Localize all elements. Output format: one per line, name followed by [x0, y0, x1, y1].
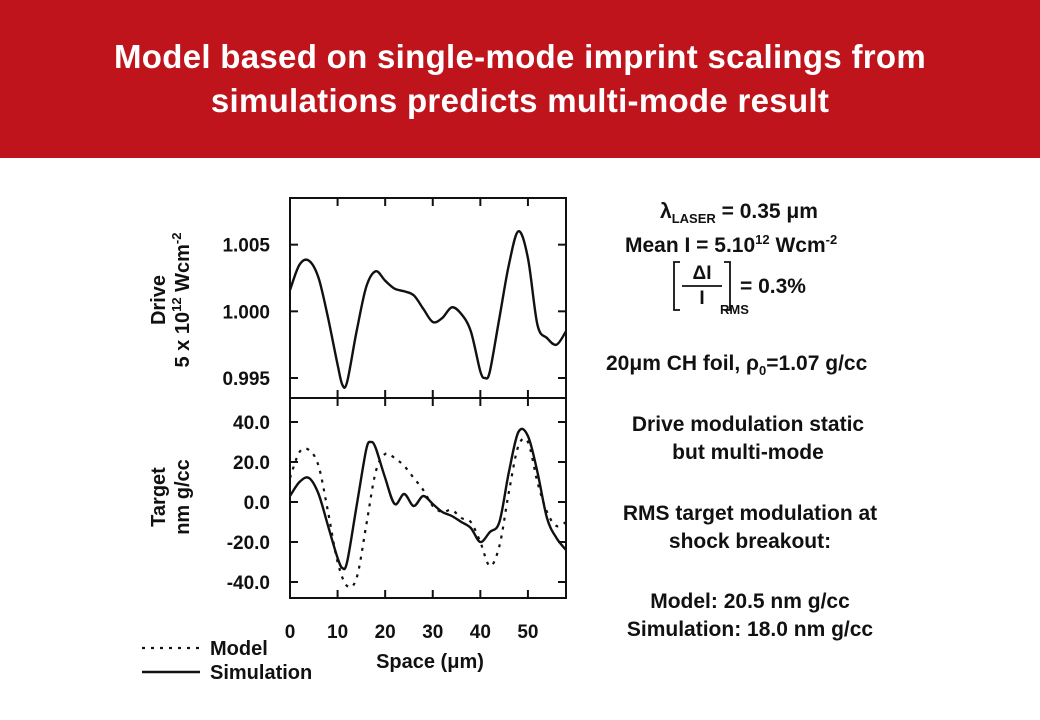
- bottom-panel-frame: [289, 397, 567, 599]
- top-ylabel-line-1: Drive: [148, 275, 170, 325]
- drive-modulation-line-1: Drive modulation static: [631, 413, 865, 436]
- rms-value: = 0.3%: [740, 275, 806, 298]
- xtick-label: 50: [517, 622, 538, 643]
- rms-target-line-1: RMS target modulation at: [622, 502, 878, 525]
- top-panel-ticks: [289, 198, 566, 398]
- bottom-ylabel-line-1: Target: [148, 467, 170, 527]
- fraction-subscript: RMS: [720, 302, 749, 317]
- xtick-label: 20: [375, 622, 396, 643]
- ytick-label: 1.000: [222, 302, 270, 323]
- xtick-label: 0: [285, 622, 296, 643]
- bottom-panel-ticks: [289, 398, 566, 598]
- series-line-simulation: [288, 427, 567, 571]
- model-result: Model: 20.5 nm g/cc: [650, 590, 850, 613]
- series-line-drive: [288, 230, 568, 389]
- title-banner: Model based on single-mode imprint scali…: [0, 0, 1040, 158]
- series-line-model: [288, 437, 567, 589]
- top-y-axis-label: Drive 5 x 1012 Wcm-2: [148, 233, 194, 368]
- laser-wavelength: λLASER = 0.35 μm: [660, 200, 818, 227]
- top-ylabel-line-2: 5 x 1012 Wcm-2: [169, 233, 194, 368]
- legend-model-label: Model: [210, 638, 268, 660]
- drive-modulation-line-2: but multi-mode: [672, 441, 824, 464]
- rms-target-line-2: shock breakout:: [668, 530, 832, 553]
- x-axis-label: Space (μm): [376, 651, 484, 673]
- simulation-result: Simulation: 18.0 nm g/cc: [626, 618, 874, 641]
- slide-title-line-2: simulations predicts multi-mode result: [210, 82, 830, 119]
- ytick-label: 0.0: [244, 493, 270, 514]
- legend-simulation-label: Simulation: [210, 662, 312, 684]
- bottom-y-axis-label: Target nm g/cc: [148, 459, 194, 535]
- fraction-brackets: [673, 261, 731, 311]
- ytick-label: 40.0: [233, 413, 270, 434]
- ytick-label: 20.0: [233, 453, 270, 474]
- slide-title-line-1: Model based on single-mode imprint scali…: [113, 38, 926, 75]
- foil-description: 20μm CH foil, ρ0=1.07 g/cc: [606, 352, 868, 379]
- ytick-label: -20.0: [227, 533, 270, 554]
- ytick-label: 0.995: [222, 369, 270, 390]
- fraction-numerator: ΔI: [692, 263, 712, 284]
- top-panel-frame: [289, 197, 567, 399]
- mean-intensity: Mean I = 5.1012 Wcm-2: [625, 232, 838, 257]
- xtick-label: 30: [422, 622, 443, 643]
- rms-fraction: ΔI I: [672, 260, 732, 318]
- xtick-label: 40: [470, 622, 491, 643]
- ytick-label: -40.0: [227, 573, 270, 594]
- fraction-denominator: I: [699, 288, 705, 309]
- xtick-label: 10: [327, 622, 348, 643]
- bottom-ylabel-line-2: nm g/cc: [172, 459, 194, 535]
- ytick-label: 1.005: [222, 236, 270, 257]
